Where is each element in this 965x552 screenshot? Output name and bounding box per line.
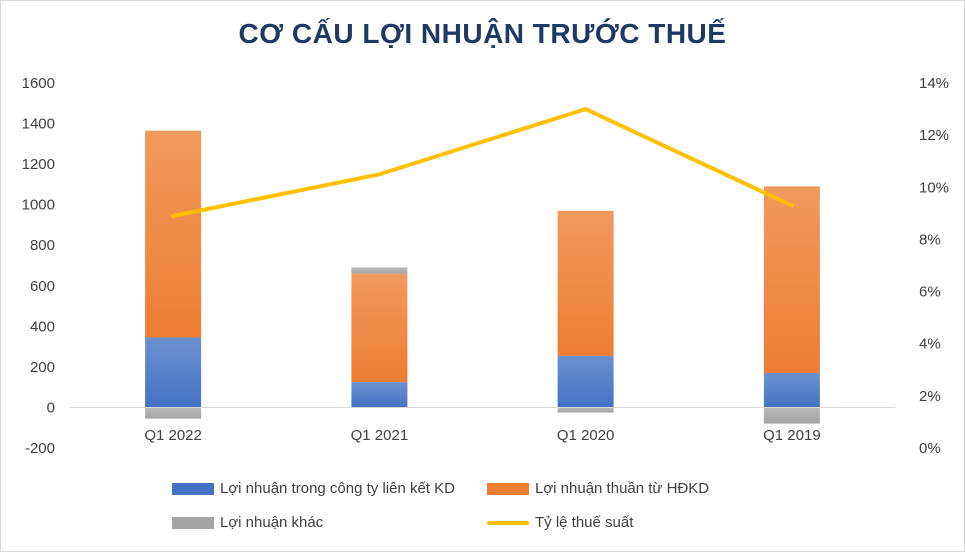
left-axis-tick: 0 [47,399,55,416]
bar-q1-2022-loi-nhuan-thuan-tu-hdkd [145,130,202,338]
right-axis-tick: 6% [919,284,941,301]
bar-q1-2019-loi-nhuan-trong-cong-ty-lien-ket-kd [763,373,820,408]
legend-swatch-operating [487,482,529,495]
right-axis-tick: 10% [919,179,949,196]
right-axis-tick: 14% [919,75,949,92]
left-axis-tick: 200 [30,359,55,376]
right-axis-tick: 2% [919,388,941,405]
legend-label-tax-rate: Tỷ lệ thuế suất [535,514,634,531]
bar-q1-2019-loi-nhuan-khac [763,407,820,424]
chart-title: CƠ CẤU LỢI NHUẬN TRƯỚC THUẾ [238,18,727,49]
bar-q1-2022-loi-nhuan-khac [145,407,202,419]
category-label: Q1 2022 [144,427,202,444]
left-axis-tick: 1000 [22,197,55,214]
bar-q1-2021-loi-nhuan-thuan-tu-hdkd [351,273,408,383]
legend-item-associate: Lợi nhuận trong công ty liên kết KD [172,480,455,497]
legend-item-other: Lợi nhuận khác [172,514,323,531]
left-axis-tick: 400 [30,318,55,335]
bar-q1-2021-loi-nhuan-khac [351,267,408,274]
bar-q1-2019-loi-nhuan-thuan-tu-hdkd [763,186,820,373]
bar-q1-2020-loi-nhuan-thuan-tu-hdkd [557,210,614,356]
right-axis-tick: 12% [919,127,949,144]
bar-q1-2020-loi-nhuan-khac [557,407,614,413]
legend-label-associate: Lợi nhuận trong công ty liên kết KD [220,480,455,497]
right-axis-tick: 0% [919,440,941,457]
category-label: Q1 2019 [763,427,821,444]
left-axis-tick: 600 [30,278,55,295]
bar-q1-2022-loi-nhuan-trong-cong-ty-lien-ket-kd [145,337,202,408]
legend-swatch-tax-rate [487,520,529,525]
legend-swatch-associate [172,482,214,495]
bar-q1-2021-loi-nhuan-trong-cong-ty-lien-ket-kd [351,382,408,408]
left-axis-tick: 800 [30,237,55,254]
legend-label-operating: Lợi nhuận thuần từ HĐKD [535,480,710,497]
bar-q1-2020-loi-nhuan-trong-cong-ty-lien-ket-kd [557,355,614,408]
legend-swatch-other [172,516,214,529]
category-label: Q1 2020 [557,427,615,444]
legend-label-other: Lợi nhuận khác [220,514,324,531]
right-axis-tick: 4% [919,336,941,353]
left-axis-tick: 1400 [22,116,55,133]
category-label: Q1 2021 [351,427,409,444]
left-axis-tick: 1600 [22,75,55,92]
left-axis-tick: -200 [25,440,55,457]
left-axis-tick: 1200 [22,156,55,173]
legend-item-tax-rate: Tỷ lệ thuế suất [487,514,633,531]
line-ty-le-thue-suat [171,107,794,218]
right-axis-tick: 8% [919,231,941,248]
legend-item-operating: Lợi nhuận thuần từ HĐKD [487,480,709,497]
